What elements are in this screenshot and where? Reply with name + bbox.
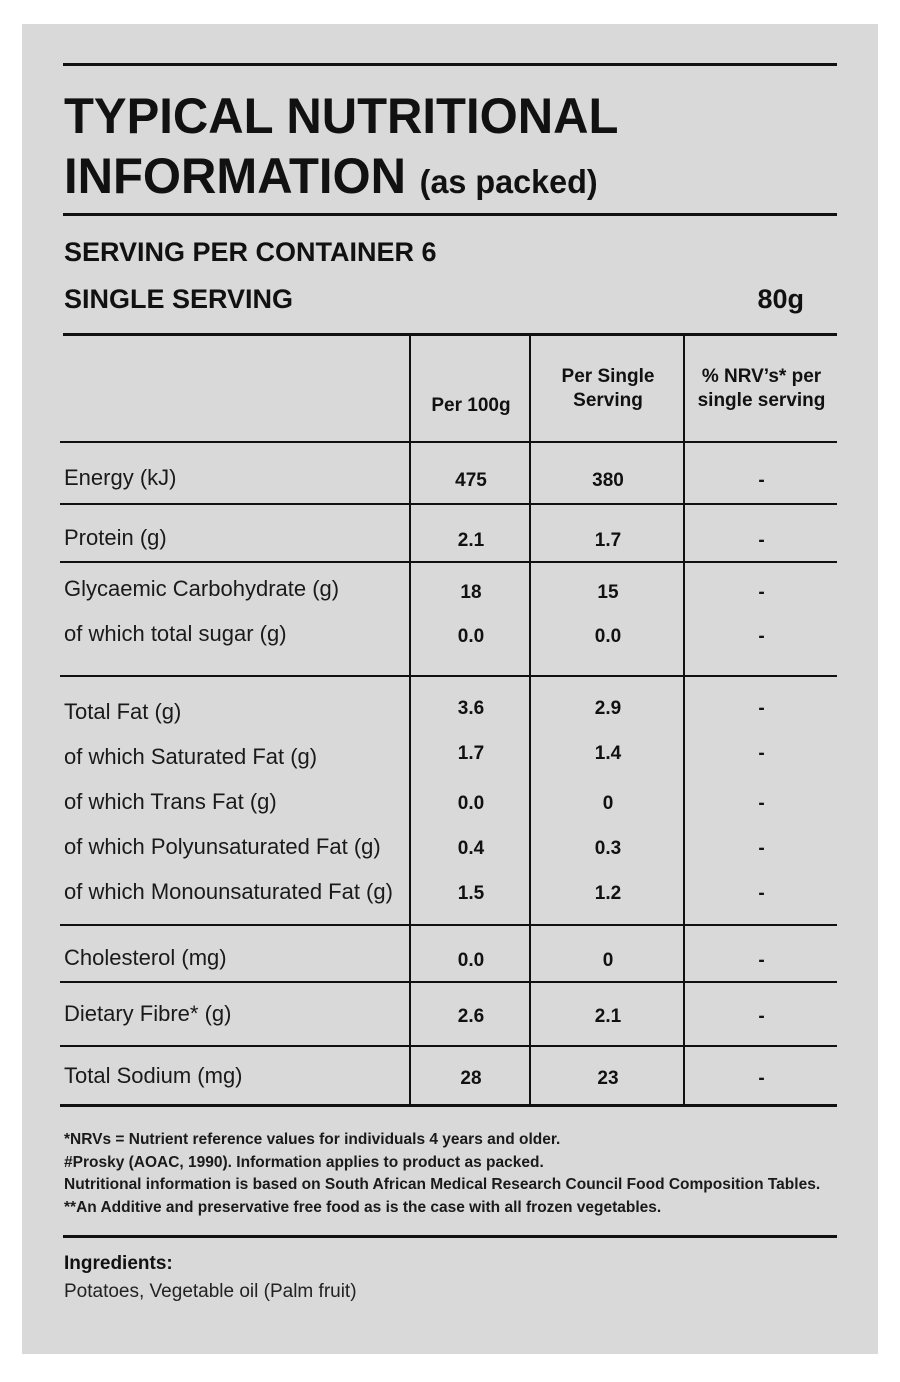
header-per-serving-line-2: Serving <box>573 390 643 411</box>
sodium-per-100g: 28 <box>460 1068 482 1089</box>
saturated-fat-per-serving: 1.4 <box>594 743 622 764</box>
footnote-additive-free: **An Additive and preservative free food… <box>64 1198 662 1216</box>
servings-per-container: SERVING PER CONTAINER 6 <box>64 237 437 267</box>
title-line-2: INFORMATION (as packed) <box>64 146 618 212</box>
row-divider <box>60 924 837 926</box>
cholesterol-per-serving: 0 <box>602 950 614 971</box>
polyunsaturated-fat-per-serving: 0.3 <box>594 838 622 859</box>
row-divider <box>60 503 837 505</box>
polyunsaturated-fat-per-100g: 0.4 <box>457 838 485 859</box>
header-nrv: % NRV’s* per single serving <box>686 365 837 413</box>
column-divider-1 <box>409 335 411 1105</box>
carbohydrate-nrv: - <box>758 582 765 603</box>
nutrition-label-panel <box>22 24 878 1354</box>
single-serving-value: 80g <box>757 284 804 314</box>
title-rule <box>63 213 837 216</box>
trans-fat-per-100g: 0.0 <box>457 793 485 814</box>
table-top-rule <box>63 333 837 336</box>
cholesterol-per-100g: 0.0 <box>457 950 485 971</box>
title-line-2-main: INFORMATION <box>64 148 407 204</box>
nutrient-name-polyunsaturated-fat: of which Polyunsaturated Fat (g) <box>64 834 381 859</box>
nutrient-name-saturated-fat: of which Saturated Fat (g) <box>64 744 318 769</box>
top-rule <box>63 63 837 66</box>
table-bottom-rule <box>60 1104 837 1107</box>
header-per-100g: Per 100g <box>431 395 511 416</box>
column-divider-3 <box>683 335 685 1105</box>
nutrient-name-protein: Protein (g) <box>64 525 167 550</box>
nutrient-name-cholesterol: Cholesterol (mg) <box>64 945 227 970</box>
nutrient-name-sodium: Total Sodium (mg) <box>64 1063 243 1088</box>
nutrient-name-carbohydrate: Glycaemic Carbohydrate (g) <box>64 576 340 601</box>
single-serving-label: SINGLE SERVING <box>64 284 294 314</box>
title-suffix: (as packed) <box>419 163 598 200</box>
energy-nrv: - <box>758 470 765 491</box>
ingredients-title: Ingredients: <box>64 1253 173 1274</box>
nutrient-name-total-fat: Total Fat (g) <box>64 699 182 724</box>
polyunsaturated-fat-nrv: - <box>758 838 765 859</box>
row-divider <box>60 675 837 677</box>
carbohydrate-per-100g: 18 <box>460 582 482 603</box>
page-title: TYPICAL NUTRITIONAL INFORMATION (as pack… <box>64 86 618 212</box>
nutrient-name-sugar: of which total sugar (g) <box>64 621 287 646</box>
protein-per-100g: 2.1 <box>457 530 485 551</box>
dietary-fibre-per-serving: 2.1 <box>594 1006 622 1027</box>
nutrient-name-energy: Energy (kJ) <box>64 465 177 490</box>
row-divider <box>60 981 837 983</box>
header-nrv-line-1: % NRV’s* per <box>701 366 822 387</box>
row-divider <box>60 441 837 443</box>
column-divider-2 <box>529 335 531 1105</box>
header-nrv-line-2: single serving <box>697 390 826 411</box>
cholesterol-nrv: - <box>758 950 765 971</box>
energy-per-serving: 380 <box>592 470 624 491</box>
sugar-per-100g: 0.0 <box>457 626 485 647</box>
header-per-serving: Per Single Serving <box>532 365 684 413</box>
total-fat-nrv: - <box>758 698 765 719</box>
ingredients-rule <box>63 1235 837 1238</box>
trans-fat-nrv: - <box>758 793 765 814</box>
saturated-fat-nrv: - <box>758 743 765 764</box>
footnote-nrv: *NRVs = Nutrient reference values for in… <box>64 1131 561 1148</box>
protein-nrv: - <box>758 530 765 551</box>
sugar-nrv: - <box>758 626 765 647</box>
header-per-serving-line-1: Per Single <box>561 366 655 387</box>
saturated-fat-per-100g: 1.7 <box>457 743 485 764</box>
row-divider <box>60 1045 837 1047</box>
title-line-1: TYPICAL NUTRITIONAL <box>64 88 619 144</box>
nutrient-name-trans-fat: of which Trans Fat (g) <box>64 789 277 814</box>
sodium-nrv: - <box>758 1068 765 1089</box>
sodium-per-serving: 23 <box>597 1068 619 1089</box>
monounsaturated-fat-per-serving: 1.2 <box>594 883 622 904</box>
energy-per-100g: 475 <box>455 470 487 491</box>
monounsaturated-fat-nrv: - <box>758 883 765 904</box>
footnote-prosky: #Prosky (AOAC, 1990). Information applie… <box>64 1153 544 1171</box>
ingredients-text: Potatoes, Vegetable oil (Palm fruit) <box>64 1281 357 1302</box>
dietary-fibre-per-100g: 2.6 <box>457 1006 485 1027</box>
sugar-per-serving: 0.0 <box>594 626 622 647</box>
footnote-source: Nutritional information is based on Sout… <box>64 1176 821 1193</box>
row-divider <box>60 561 837 563</box>
protein-per-serving: 1.7 <box>594 530 622 551</box>
carbohydrate-per-serving: 15 <box>597 582 619 603</box>
dietary-fibre-nrv: - <box>758 1006 765 1027</box>
nutrient-name-dietary-fibre: Dietary Fibre* (g) <box>64 1001 232 1026</box>
trans-fat-per-serving: 0 <box>602 793 614 814</box>
total-fat-per-100g: 3.6 <box>457 698 485 719</box>
footnotes: *NRVs = Nutrient reference values for in… <box>64 1129 820 1219</box>
nutrient-name-monounsaturated-fat: of which Monounsaturated Fat (g) <box>64 879 393 904</box>
total-fat-per-serving: 2.9 <box>594 698 622 719</box>
monounsaturated-fat-per-100g: 1.5 <box>457 883 485 904</box>
